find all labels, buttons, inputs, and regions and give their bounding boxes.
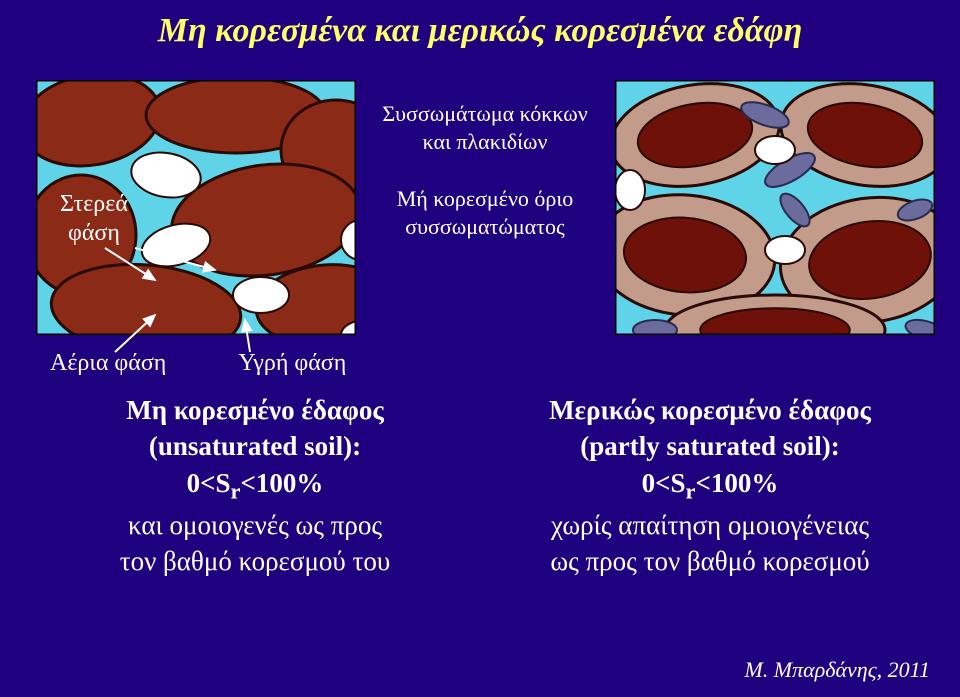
- right-heading: Μερικώς κορεσμένο έδαφος: [490, 392, 930, 428]
- phase-row: Αέρια φάση Υγρή φάση: [50, 350, 346, 377]
- water-phase-label: Υγρή φάση: [238, 350, 346, 377]
- left-condition: 0<Sr<100%: [50, 465, 460, 507]
- aggregate-text: Συσσωμάτωμα κόκκων και πλακιδίων: [375, 100, 595, 155]
- right-line4: ως προς τον βαθμό κορεσμού: [490, 543, 930, 579]
- slide: Μη κορεσμένα και μερικώς κορεσμένα εδάφη…: [0, 0, 960, 697]
- right-line3: χωρίς απαίτηση ομοιογένειας: [490, 507, 930, 543]
- solid-phase-line2: φάση: [68, 220, 120, 246]
- right-figure: [615, 80, 935, 340]
- left-heading: Μη κορεσμένο έδαφος: [50, 392, 460, 428]
- right-text-block: Μερικώς κορεσμένο έδαφος (partly saturat…: [490, 392, 930, 580]
- solid-phase-line1: Στερεά: [60, 191, 128, 217]
- left-line4: τον βαθμό κορεσμού του: [50, 543, 460, 579]
- unsat-limit-text: Μή κορεσμένο όριο συσσωματώματος: [375, 185, 595, 240]
- middle-text-column: Συσσωμάτωμα κόκκων και πλακιδίων Μή κορε…: [375, 90, 595, 260]
- right-sub: (partly saturated soil):: [490, 428, 930, 464]
- solid-phase-label: Στερεά φάση: [60, 190, 128, 248]
- slide-title: Μη κορεσμένα και μερικώς κορεσμένα εδάφη: [0, 12, 960, 50]
- credit: Μ. Μπαρδάνης, 2011: [744, 657, 930, 683]
- left-line3: και ομοιογενές ως προς: [50, 507, 460, 543]
- right-condition: 0<Sr<100%: [490, 465, 930, 507]
- air-phase-label: Αέρια φάση: [50, 350, 166, 377]
- left-sub: (unsaturated soil):: [50, 428, 460, 464]
- left-text-block: Μη κορεσμένο έδαφος (unsaturated soil): …: [50, 392, 460, 580]
